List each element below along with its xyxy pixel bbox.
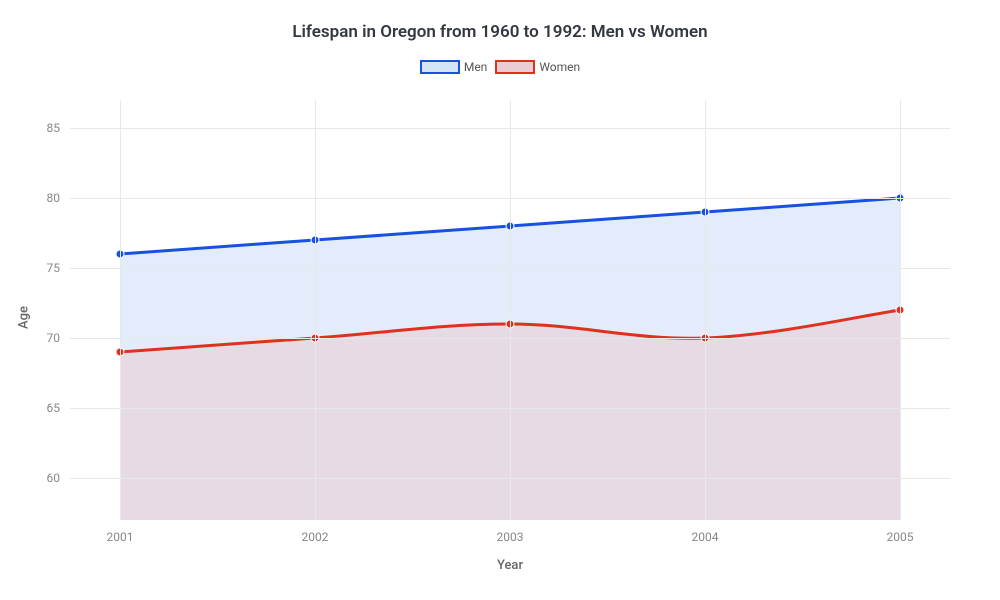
legend: Men Women [0, 60, 1000, 74]
grid-line-vertical [510, 100, 511, 520]
legend-label: Women [539, 60, 580, 74]
y-tick-label: 65 [47, 401, 61, 415]
y-tick-label: 85 [47, 121, 61, 135]
chart-container: Lifespan in Oregon from 1960 to 1992: Me… [0, 0, 1000, 600]
y-tick-label: 80 [47, 191, 61, 205]
y-tick-label: 75 [47, 261, 61, 275]
grid-line-horizontal [70, 128, 950, 129]
legend-item[interactable]: Women [495, 60, 580, 74]
x-tick-label: 2001 [107, 530, 134, 544]
grid-line-vertical [900, 100, 901, 520]
y-axis-label: Age [17, 306, 32, 329]
plot-area: 20012002200320042005606570758085 [70, 100, 950, 520]
grid-line-vertical [705, 100, 706, 520]
grid-line-horizontal [70, 268, 950, 269]
legend-swatch [420, 60, 460, 74]
grid-line-vertical [120, 100, 121, 520]
y-tick-label: 60 [47, 471, 61, 485]
x-tick-label: 2002 [302, 530, 329, 544]
y-tick-label: 70 [47, 331, 61, 345]
chart-title: Lifespan in Oregon from 1960 to 1992: Me… [0, 0, 1000, 42]
x-tick-label: 2004 [692, 530, 719, 544]
grid-line-horizontal [70, 478, 950, 479]
grid-line-horizontal [70, 198, 950, 199]
legend-label: Men [464, 60, 487, 74]
grid-line-vertical [315, 100, 316, 520]
legend-item[interactable]: Men [420, 60, 487, 74]
grid-line-horizontal [70, 338, 950, 339]
grid-line-horizontal [70, 408, 950, 409]
x-tick-label: 2005 [887, 530, 914, 544]
x-tick-label: 2003 [497, 530, 524, 544]
x-axis-label: Year [497, 558, 523, 573]
legend-swatch [495, 60, 535, 74]
